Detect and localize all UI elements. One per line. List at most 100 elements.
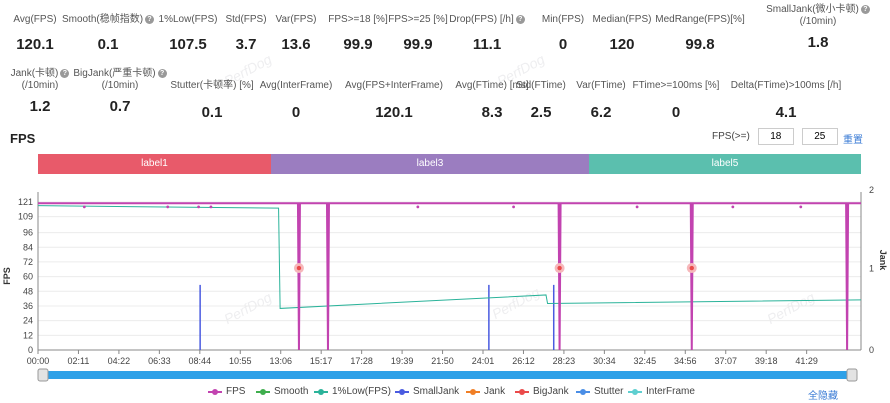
- stat-r2-8: FTime>=100ms [%] 0: [616, 68, 736, 122]
- legend-marker-icon: [208, 387, 222, 397]
- bigjank-marker: [689, 265, 694, 271]
- stat-value: 0: [291, 104, 301, 121]
- reset-button[interactable]: 重置: [843, 135, 863, 146]
- stat-label: Avg(FPS+InterFrame): [334, 80, 454, 92]
- scrollbar-right-handle[interactable]: [846, 368, 858, 382]
- stat-label-text: Median(FPS): [592, 14, 652, 25]
- help-icon[interactable]: ?: [515, 14, 525, 24]
- x-tick-label: 37:07: [714, 356, 737, 366]
- stat-r1-11: SmallJank(微小卡顿)? (/10min) 1.8: [758, 4, 878, 52]
- stat-label-text: BigJank(严重卡顿): [73, 68, 156, 79]
- x-tick-label: 06:33: [148, 356, 171, 366]
- legend-item-bigjank[interactable]: BigJank: [515, 386, 569, 397]
- stat-r2-4: Avg(FPS+InterFrame) 120.1: [334, 68, 454, 122]
- legend-item-interframe[interactable]: InterFrame: [628, 386, 695, 397]
- stat-label: Avg(FPS): [0, 14, 95, 26]
- y-tick-label: 0: [28, 345, 33, 355]
- label-bar-label5[interactable]: label5: [589, 154, 861, 174]
- legend-label: Smooth: [274, 386, 309, 397]
- stat-label-text: Std(FTime): [516, 80, 566, 91]
- stat-label-text: Min(FPS): [541, 14, 585, 25]
- help-icon[interactable]: ?: [145, 14, 155, 24]
- x-tick-label: 39:18: [755, 356, 778, 366]
- help-icon[interactable]: ?: [860, 4, 870, 14]
- stat-r2-1: BigJank(严重卡顿)? (/10min) 0.7: [60, 68, 180, 116]
- legend-item-1-low-fps-[interactable]: 1%Low(FPS): [314, 386, 391, 397]
- fps-point: [731, 205, 735, 209]
- help-icon[interactable]: ?: [60, 68, 70, 78]
- stat-label-text: Drop(FPS) [/h]: [449, 14, 514, 25]
- stat-label: Min(FPS): [503, 14, 623, 26]
- y-tick-label: 12: [23, 330, 33, 340]
- stat-label-text: 1%Low(FPS): [158, 14, 218, 25]
- legend-label: Stutter: [594, 386, 624, 397]
- stat-label-text: Avg(InterFrame): [259, 80, 333, 91]
- hide-all-button[interactable]: 全隐藏: [808, 391, 838, 402]
- stat-r1-10: MedRange(FPS)[%] 99.8: [640, 4, 760, 54]
- stat-value: 120.1: [16, 36, 54, 53]
- stat-r2-0: Jank(卡顿)? (/10min) 1.2: [0, 68, 100, 116]
- stat-label: FPS>=18 [%]: [298, 14, 418, 26]
- stat-label: Median(FPS): [562, 14, 682, 26]
- y-tick-label: 109: [18, 212, 33, 222]
- stat-value: 120.1: [375, 104, 413, 121]
- stat-label: MedRange(FPS)[%]: [640, 14, 760, 26]
- legend-label: InterFrame: [646, 386, 695, 397]
- stat-r1-5: FPS>=18 [%] 99.9: [298, 4, 418, 54]
- fps-threshold-2-input[interactable]: [801, 128, 838, 145]
- legend-marker-icon: [256, 387, 270, 397]
- fps-point: [209, 205, 213, 209]
- stat-r1-6: FPS>=25 [%] 99.9: [358, 4, 478, 54]
- scrollbar-left-handle[interactable]: [37, 368, 49, 382]
- fps-threshold-label: FPS(>=): [712, 131, 750, 142]
- stat-label-text: FPS>=18 [%]: [328, 14, 388, 25]
- stat-label-unit: (/10min): [21, 80, 59, 91]
- y-tick-label: 36: [23, 301, 33, 311]
- x-tick-label: 41:29: [795, 356, 818, 366]
- legend-marker-icon: [314, 387, 328, 397]
- stat-r1-8: Min(FPS) 0: [503, 4, 623, 54]
- series-1pct-low-line: [37, 205, 862, 309]
- x-tick-label: 04:22: [108, 356, 131, 366]
- legend-item-smooth[interactable]: Smooth: [256, 386, 308, 397]
- stat-label-unit: (/10min): [799, 16, 837, 27]
- y-tick-label: 96: [23, 228, 33, 238]
- stat-value: 4.1: [775, 104, 797, 121]
- fps-point: [166, 205, 170, 209]
- stat-label: Smooth(稳帧指数)?: [48, 14, 168, 26]
- fps-point: [197, 205, 200, 209]
- legend-item-fps[interactable]: FPS: [208, 386, 245, 397]
- stat-label: Drop(FPS) [/h]?: [427, 14, 547, 26]
- legend-label: SmallJank: [413, 386, 460, 397]
- stat-value: 8.3: [481, 104, 503, 121]
- stat-label: Var(FTime): [541, 80, 661, 92]
- stat-label-text: Var(FPS): [275, 14, 317, 25]
- stat-value: 120: [609, 36, 635, 53]
- bigjank-marker: [296, 265, 302, 271]
- stat-value: 0: [558, 36, 568, 53]
- stat-r1-2: 1%Low(FPS) 107.5: [128, 4, 248, 54]
- section-title: FPS: [10, 131, 36, 146]
- legend-marker-icon: [466, 387, 480, 397]
- legend-label: 1%Low(FPS): [332, 386, 391, 397]
- legend-marker-icon: [628, 387, 642, 397]
- fps-threshold-1-input[interactable]: [757, 128, 794, 145]
- legend-item-jank[interactable]: Jank: [466, 386, 505, 397]
- stat-label: 1%Low(FPS): [128, 14, 248, 26]
- stat-label-text: Stutter(卡顿率) [%]: [170, 80, 254, 91]
- bigjank-marker: [557, 265, 562, 271]
- fps-threshold-controls: FPS(>=): [712, 128, 838, 145]
- stat-label-unit: (/10min): [101, 80, 139, 91]
- label-bar-label3[interactable]: label3: [271, 154, 589, 174]
- x-tick-label: 10:55: [229, 356, 252, 366]
- stat-value: 11.1: [472, 36, 502, 53]
- legend-item-stutter[interactable]: Stutter: [576, 386, 623, 397]
- y-tick-label: 121: [18, 197, 33, 207]
- label-bar-label1[interactable]: label1: [38, 154, 271, 174]
- help-icon[interactable]: ?: [157, 68, 167, 78]
- timeline-scrollbar[interactable]: [46, 371, 851, 379]
- fps-point: [799, 205, 803, 209]
- y-tick-label: 60: [23, 272, 33, 282]
- x-tick-label: 21:50: [431, 356, 454, 366]
- legend-item-smalljank[interactable]: SmallJank: [395, 386, 459, 397]
